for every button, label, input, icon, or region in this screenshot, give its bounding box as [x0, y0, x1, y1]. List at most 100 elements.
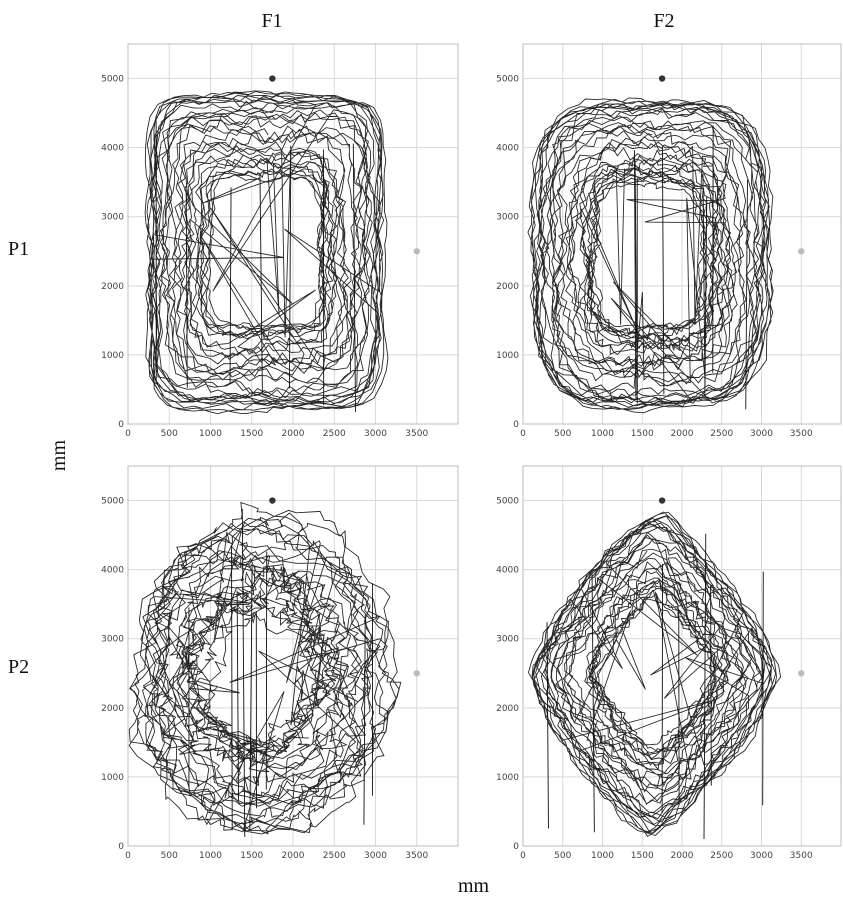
panel-p2-f2: 0 500 1000 1500 2000 2500 3000 3500 0 1000 2000 300…: [496, 465, 842, 861]
x-tick-label: 1000: [591, 429, 614, 439]
x-tick-label: 1500: [240, 851, 263, 861]
y-tick-label: 3000: [101, 213, 124, 223]
plot-frame: [127, 43, 459, 425]
y-tick-label: 3000: [496, 635, 519, 645]
trajectory-spike: [249, 565, 253, 832]
marker-point: [658, 75, 666, 82]
x-tick-label: 500: [554, 851, 571, 861]
y-tick-label: 2000: [101, 282, 124, 292]
trajectory-spike: [289, 145, 292, 389]
trajectory-spike: [702, 173, 706, 387]
x-axis-title: mm: [458, 875, 490, 897]
trajectory-line: [527, 97, 774, 414]
x-tick-label: 0: [520, 429, 526, 439]
row-title-p2: P2: [8, 656, 30, 678]
y-axis-title: mm: [48, 439, 71, 472]
x-tick-label: 1000: [199, 429, 222, 439]
trajectory-spike: [591, 569, 595, 833]
x-tick-label: 3000: [364, 851, 387, 861]
trajectory-spike: [710, 585, 712, 786]
panel-p1-f1: 0 500 1000 1500 2000 2500 3000 3500 0 1000 2000 300…: [101, 43, 459, 439]
trajectory-line: [528, 511, 782, 838]
marker-point: [413, 248, 420, 255]
y-tick-label: 2000: [101, 704, 124, 714]
x-tick-label: 1500: [631, 851, 654, 861]
x-tick-label: 3000: [750, 429, 773, 439]
y-tick-label: 2000: [496, 704, 519, 714]
y-tick-label: 1000: [496, 351, 519, 361]
trajectory-spike: [703, 533, 707, 839]
x-tick-label: 3500: [790, 851, 813, 861]
y-tick-label: 4000: [496, 144, 519, 154]
x-tick-label: 2500: [323, 429, 346, 439]
marker-point: [413, 670, 420, 677]
trajectory-spike: [762, 571, 764, 806]
trajectory-spike: [704, 196, 708, 396]
x-tick-label: 2500: [710, 851, 733, 861]
y-tick-label: 5000: [101, 497, 124, 507]
trajectory-spike: [546, 622, 549, 829]
x-tick-label: 1500: [240, 429, 263, 439]
panel-p1-f2: 0 500 1000 1500 2000 2500 3000 3500 0 1000 2000 300…: [496, 43, 842, 439]
y-tick-label: 4000: [496, 566, 519, 576]
trajectory-line: [144, 90, 389, 415]
y-tick-label: 5000: [496, 497, 519, 507]
row-title-p1: P1: [8, 238, 30, 260]
plot-frame: [522, 43, 842, 425]
x-tick-label: 500: [161, 429, 178, 439]
x-tick-label: 2500: [710, 429, 733, 439]
trajectory-spike: [352, 143, 356, 412]
trajectory-spike: [745, 179, 748, 410]
x-tick-label: 500: [161, 851, 178, 861]
plot-frame: [522, 465, 842, 847]
x-tick-label: 2500: [323, 851, 346, 861]
y-tick-label: 4000: [101, 566, 124, 576]
panel-p2-f1: 0 500 1000 1500 2000 2500 3000 3500 0 1000 2000 300…: [101, 465, 459, 861]
column-title-f2: F2: [653, 10, 675, 32]
trajectory-spike: [231, 544, 233, 828]
x-tick-label: 2000: [671, 429, 694, 439]
y-tick-label: 5000: [101, 75, 124, 85]
trajectory-spike: [259, 172, 263, 394]
x-tick-label: 1000: [199, 851, 222, 861]
y-tick-label: 3000: [101, 635, 124, 645]
y-tick-label: 1000: [101, 773, 124, 783]
x-tick-label: 0: [520, 851, 526, 861]
marker-point: [798, 248, 805, 255]
x-tick-label: 3000: [750, 851, 773, 861]
y-tick-label: 0: [513, 420, 519, 430]
x-tick-label: 1500: [631, 429, 654, 439]
y-tick-label: 0: [513, 842, 519, 852]
x-tick-label: 3500: [790, 429, 813, 439]
x-tick-label: 2000: [282, 851, 305, 861]
x-tick-label: 0: [125, 851, 131, 861]
x-tick-label: 3000: [364, 429, 387, 439]
trajectory-line: [128, 501, 402, 835]
y-tick-label: 0: [118, 420, 124, 430]
x-tick-label: 500: [554, 429, 571, 439]
marker-point: [658, 497, 666, 504]
trajectory-spike: [229, 187, 232, 383]
trajectory-spike: [236, 590, 239, 801]
trajectory-spike: [185, 189, 188, 388]
y-tick-label: 2000: [496, 282, 519, 292]
marker-point: [269, 75, 276, 82]
y-tick-label: 3000: [496, 213, 519, 223]
y-tick-label: 5000: [496, 75, 519, 85]
marker-point: [798, 670, 805, 677]
marker-point: [269, 497, 276, 504]
trajectory-spike: [363, 614, 366, 825]
y-tick-label: 0: [118, 842, 124, 852]
trajectory-spike: [661, 146, 665, 395]
x-tick-label: 3500: [405, 429, 428, 439]
trajectory-spike: [241, 508, 246, 837]
y-tick-label: 1000: [496, 773, 519, 783]
x-tick-label: 2000: [671, 851, 694, 861]
trajectory-spike: [634, 150, 637, 398]
x-tick-label: 1000: [591, 851, 614, 861]
x-tick-label: 2000: [282, 429, 305, 439]
column-title-f1: F1: [261, 10, 283, 32]
y-tick-label: 1000: [101, 351, 124, 361]
y-tick-label: 4000: [101, 144, 124, 154]
x-tick-label: 3500: [405, 851, 428, 861]
